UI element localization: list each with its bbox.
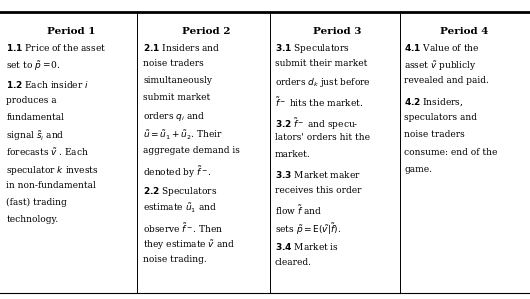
Text: $\mathbf{1.2}$ Each insider $i$: $\mathbf{1.2}$ Each insider $i$ — [6, 79, 89, 89]
Text: denoted by $\tilde{f}^-$.: denoted by $\tilde{f}^-$. — [143, 164, 212, 180]
Text: $\mathbf{1.1}$ Price of the asset: $\mathbf{1.1}$ Price of the asset — [6, 42, 107, 53]
Text: revealed and paid.: revealed and paid. — [404, 76, 489, 85]
Text: aggregate demand is: aggregate demand is — [143, 146, 240, 155]
Text: orders $d_k$ just before: orders $d_k$ just before — [275, 76, 370, 89]
Text: asset $\tilde{v}$ publicly: asset $\tilde{v}$ publicly — [404, 59, 477, 73]
Text: Period 1: Period 1 — [47, 27, 96, 36]
Text: submit market: submit market — [143, 93, 210, 102]
Text: $\mathbf{4.2}$ Insiders,: $\mathbf{4.2}$ Insiders, — [404, 96, 464, 108]
Text: signal $\tilde{s}_i$ and: signal $\tilde{s}_i$ and — [6, 130, 65, 144]
Text: market.: market. — [275, 150, 310, 159]
Text: $\mathbf{2.2}$ Speculators: $\mathbf{2.2}$ Speculators — [143, 185, 217, 198]
Text: noise traders: noise traders — [143, 59, 204, 68]
Text: simultaneously: simultaneously — [143, 76, 212, 85]
Text: speculator $k$ invests: speculator $k$ invests — [6, 164, 99, 177]
Text: observe $\tilde{f}^-$. Then: observe $\tilde{f}^-$. Then — [143, 221, 224, 235]
Text: $\tilde{f}^-$ hits the market.: $\tilde{f}^-$ hits the market. — [275, 96, 363, 109]
Text: (fast) trading: (fast) trading — [6, 198, 67, 207]
Text: consume: end of the: consume: end of the — [404, 147, 498, 157]
Text: sets $\tilde{p} = \mathrm{E}(\tilde{v}|\tilde{f})$.: sets $\tilde{p} = \mathrm{E}(\tilde{v}|\… — [275, 222, 341, 237]
Text: $\mathbf{3.3}$ Market maker: $\mathbf{3.3}$ Market maker — [275, 169, 360, 180]
Text: $\tilde{u} = \tilde{u}_1 + \tilde{u}_2$. Their: $\tilde{u} = \tilde{u}_1 + \tilde{u}_2$.… — [143, 129, 223, 142]
Text: $\mathbf{3.4}$ Market is: $\mathbf{3.4}$ Market is — [275, 241, 339, 252]
Text: fundamental: fundamental — [6, 113, 64, 122]
Text: technology.: technology. — [6, 215, 59, 224]
Text: estimate $\tilde{u}_1$ and: estimate $\tilde{u}_1$ and — [143, 202, 217, 215]
Text: noise trading.: noise trading. — [143, 255, 207, 264]
Text: Period 2: Period 2 — [182, 27, 231, 36]
Text: submit their market: submit their market — [275, 59, 367, 68]
Text: noise traders: noise traders — [404, 130, 465, 140]
Text: $\mathbf{4.1}$ Value of the: $\mathbf{4.1}$ Value of the — [404, 42, 480, 53]
Text: set to $\tilde{p}$ =0.: set to $\tilde{p}$ =0. — [6, 59, 60, 73]
Text: $\mathbf{3.2}$ $\tilde{f}^-$ and specu-: $\mathbf{3.2}$ $\tilde{f}^-$ and specu- — [275, 116, 358, 132]
Text: forecasts $\tilde{v}$ . Each: forecasts $\tilde{v}$ . Each — [6, 147, 90, 158]
Text: receives this order: receives this order — [275, 186, 361, 195]
Text: in non-fundamental: in non-fundamental — [6, 181, 96, 190]
Text: game.: game. — [404, 164, 432, 174]
Text: flow $\tilde{f}$ and: flow $\tilde{f}$ and — [275, 203, 322, 217]
Text: produces a: produces a — [6, 96, 57, 105]
Text: they estimate $\tilde{v}$ and: they estimate $\tilde{v}$ and — [143, 238, 235, 252]
Text: orders $q_i$ and: orders $q_i$ and — [143, 110, 205, 123]
Text: $\mathbf{2.1}$ Insiders and: $\mathbf{2.1}$ Insiders and — [143, 42, 220, 53]
Text: $\mathbf{3.1}$ Speculators: $\mathbf{3.1}$ Speculators — [275, 42, 349, 55]
Text: lators' orders hit the: lators' orders hit the — [275, 133, 369, 142]
Text: cleared.: cleared. — [275, 258, 312, 267]
Text: speculators and: speculators and — [404, 113, 478, 123]
Text: Period 3: Period 3 — [313, 27, 361, 36]
Text: Period 4: Period 4 — [440, 27, 488, 36]
